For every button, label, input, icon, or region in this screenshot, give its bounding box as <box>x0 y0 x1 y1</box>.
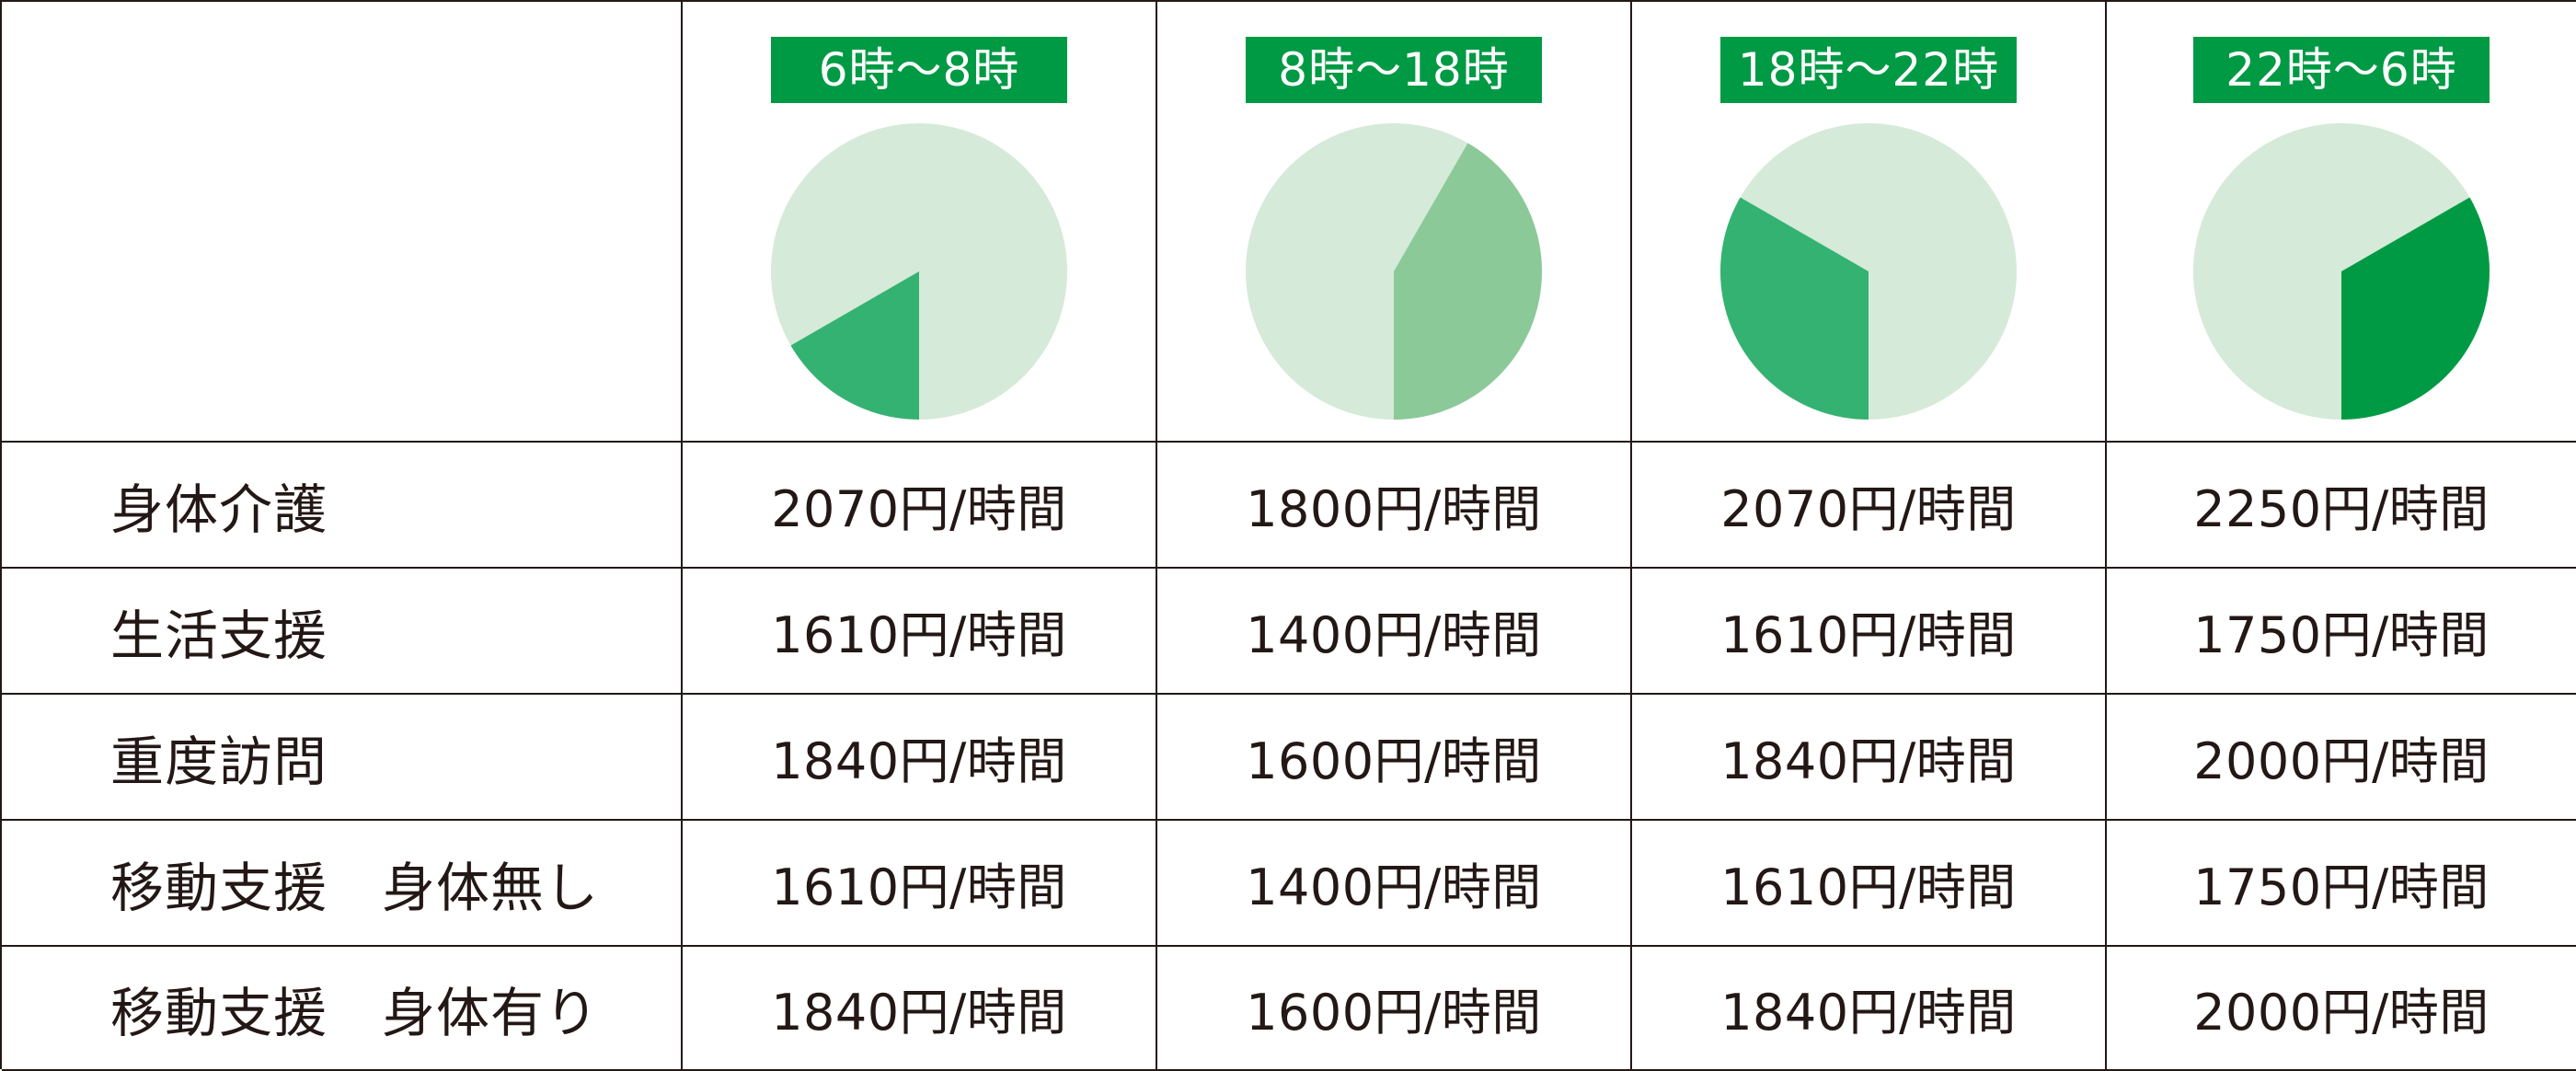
price-value: 1610円/時間 <box>771 858 1067 916</box>
price-value: 1600円/時間 <box>1246 984 1542 1042</box>
price-value: 1840円/時間 <box>771 732 1067 790</box>
price-value: 1800円/時間 <box>1246 480 1542 538</box>
price-cell: 1400円/時間 <box>1157 569 1632 695</box>
price-value: 1750円/時間 <box>2193 606 2490 664</box>
row-label-cell: 移動支援 身体有り <box>2 947 683 1071</box>
price-value: 1610円/時間 <box>1720 858 2017 916</box>
period-pie-chart <box>1719 123 2017 420</box>
pie-period-slice <box>1719 197 1869 420</box>
price-cell: 2070円/時間 <box>1632 443 2107 569</box>
price-cell: 1800円/時間 <box>1157 443 1632 569</box>
pie-period-slice <box>790 271 919 420</box>
price-cell: 1840円/時間 <box>683 695 1157 821</box>
price-value: 1400円/時間 <box>1246 858 1542 916</box>
service-label: 移動支援 身体無し <box>110 856 600 919</box>
price-cell: 1840円/時間 <box>1632 695 2107 821</box>
price-cell: 2000円/時間 <box>2107 947 2576 1071</box>
price-value: 2250円/時間 <box>2193 480 2490 538</box>
price-value: 1840円/時間 <box>771 984 1067 1042</box>
period-label: 22時〜6時 <box>2193 37 2490 103</box>
price-value: 1840円/時間 <box>1720 732 2017 790</box>
price-cell: 1610円/時間 <box>1632 569 2107 695</box>
period-header-2: 8時〜18時 <box>1157 2 1632 443</box>
price-cell: 1400円/時間 <box>1157 821 1632 947</box>
period-pie-chart <box>2193 123 2490 420</box>
price-cell: 1750円/時間 <box>2107 821 2576 947</box>
price-cell: 1840円/時間 <box>1632 947 2107 1071</box>
service-label: 身体介護 <box>110 478 328 541</box>
price-cell: 1610円/時間 <box>683 569 1157 695</box>
period-pie-chart <box>1246 123 1543 420</box>
period-header-4: 22時〜6時 <box>2107 2 2576 443</box>
price-cell: 1600円/時間 <box>1157 695 1632 821</box>
service-label: 生活支援 <box>110 604 328 667</box>
price-value: 2000円/時間 <box>2193 732 2490 790</box>
pie-period-slice <box>2341 197 2490 420</box>
price-cell: 2000円/時間 <box>2107 695 2576 821</box>
price-cell: 1840円/時間 <box>683 947 1157 1071</box>
service-label: 移動支援 身体有り <box>110 981 600 1044</box>
header-corner-cell <box>2 2 683 443</box>
price-cell: 1750円/時間 <box>2107 569 2576 695</box>
period-pie-chart <box>771 123 1067 420</box>
row-label-cell: 身体介護 <box>2 443 683 569</box>
price-value: 2070円/時間 <box>1720 480 2017 538</box>
period-label: 6時〜8時 <box>771 37 1067 103</box>
pie-period-slice <box>1394 143 1543 420</box>
price-cell: 2070円/時間 <box>683 443 1157 569</box>
price-cell: 1600円/時間 <box>1157 947 1632 1071</box>
service-label: 重度訪問 <box>110 730 328 793</box>
row-label-cell: 重度訪問 <box>2 695 683 821</box>
price-value: 1600円/時間 <box>1246 732 1542 790</box>
price-value: 1400円/時間 <box>1246 606 1542 664</box>
price-value: 1610円/時間 <box>771 606 1067 664</box>
period-header-3: 18時〜22時 <box>1632 2 2107 443</box>
row-label-cell: 生活支援 <box>2 569 683 695</box>
price-value: 2000円/時間 <box>2193 984 2490 1042</box>
price-cell: 1610円/時間 <box>1632 821 2107 947</box>
price-value: 1750円/時間 <box>2193 858 2490 916</box>
period-header-1: 6時〜8時 <box>683 2 1157 443</box>
price-value: 1610円/時間 <box>1720 606 2017 664</box>
price-value: 1840円/時間 <box>1720 984 2017 1042</box>
period-label: 18時〜22時 <box>1720 37 2017 103</box>
price-cell: 1610円/時間 <box>683 821 1157 947</box>
price-cell: 2250円/時間 <box>2107 443 2576 569</box>
period-label: 8時〜18時 <box>1246 37 1542 103</box>
row-label-cell: 移動支援 身体無し <box>2 821 683 947</box>
price-value: 2070円/時間 <box>771 480 1067 538</box>
